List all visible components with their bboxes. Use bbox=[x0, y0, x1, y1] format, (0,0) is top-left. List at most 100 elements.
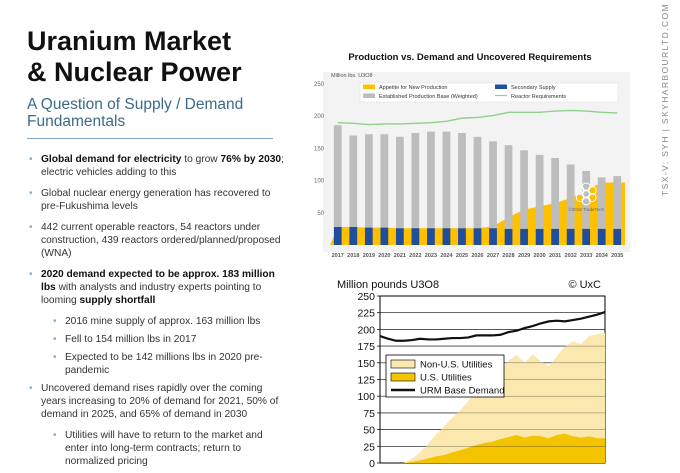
bullet-text: Global nuclear energy generation has rec… bbox=[41, 188, 271, 212]
secondary-supply-bar bbox=[504, 228, 513, 245]
side-banner: TSX-V: SYH | SKYHARBOURLTD.COM bbox=[657, 3, 671, 200]
bullet-item: Global nuclear energy generation has rec… bbox=[27, 187, 287, 213]
bullet-text: to grow bbox=[181, 154, 221, 165]
y-tick-label: 175 bbox=[357, 341, 375, 353]
sub-bullet-item: Utilities will have to return to the mar… bbox=[27, 429, 287, 468]
bullet-list: Global demand for electricity to grow 76… bbox=[27, 153, 287, 473]
title-line-2: & Nuclear Power bbox=[27, 57, 242, 87]
legend-swatch bbox=[363, 84, 375, 89]
y-tick-label: 200 bbox=[357, 324, 375, 336]
sub-bullet-item: Fell to 154 million lbs in 2017 bbox=[27, 333, 287, 346]
production-base-bar bbox=[489, 141, 497, 229]
y-tick-label: 125 bbox=[357, 375, 375, 387]
secondary-supply-bar bbox=[551, 228, 560, 245]
legend-swatch bbox=[363, 93, 375, 98]
bullet-text: 2016 mine supply of approx. 163 million … bbox=[65, 316, 261, 327]
watermark-text: ©2019 TradeTech bbox=[568, 206, 604, 212]
y-tick-label: 0 bbox=[369, 458, 375, 468]
legend-label: Non-U.S. Utilities bbox=[420, 360, 493, 371]
chart-title: Production vs. Demand and Uncovered Requ… bbox=[348, 52, 591, 63]
x-tick-label: 2022 bbox=[409, 253, 421, 259]
x-tick-label: 2017 bbox=[332, 253, 344, 259]
secondary-supply-bar bbox=[566, 228, 575, 245]
secondary-supply-bar bbox=[473, 228, 482, 245]
title-divider bbox=[27, 138, 273, 139]
y-tick-label: 250 bbox=[314, 82, 325, 88]
watermark-logo bbox=[575, 182, 597, 206]
secondary-supply-bar bbox=[520, 228, 528, 245]
page-subtitle: A Question of Supply / Demand Fundamenta… bbox=[27, 96, 244, 130]
x-tick-label: 2035 bbox=[611, 253, 623, 259]
sub-bullet-item: Expected to be 142 millions lbs in 2020 … bbox=[27, 351, 287, 377]
legend-label: Established Production Base (Weighted) bbox=[379, 94, 478, 100]
production-base-bar bbox=[613, 176, 622, 229]
legend-label: Secondary Supply bbox=[511, 85, 556, 91]
x-tick-label: 2033 bbox=[580, 253, 592, 259]
reactor-requirements-line bbox=[337, 109, 618, 126]
x-tick-label: 2031 bbox=[549, 253, 561, 259]
x-tick-label: 2028 bbox=[502, 253, 514, 259]
secondary-supply-bar bbox=[364, 227, 373, 245]
secondary-supply-bar bbox=[613, 228, 622, 245]
secondary-supply-bar bbox=[442, 228, 451, 245]
production-base-bar bbox=[551, 158, 560, 229]
secondary-supply-bar bbox=[380, 227, 389, 245]
us-utilities-area bbox=[380, 433, 605, 463]
x-tick-label: 2029 bbox=[518, 253, 530, 259]
production-base-bar bbox=[520, 150, 528, 229]
secondary-supply-bar bbox=[458, 228, 466, 245]
x-tick-label: 2020 bbox=[378, 253, 390, 259]
bullet-item: Uncovered demand rises rapidly over the … bbox=[27, 382, 287, 421]
production-base-bar bbox=[597, 177, 606, 229]
legend-swatch bbox=[495, 84, 507, 89]
secondary-supply-bar bbox=[427, 228, 435, 245]
production-base-bar bbox=[427, 131, 435, 229]
production-base-bar bbox=[504, 145, 513, 229]
y-tick-label: 75 bbox=[363, 408, 375, 420]
production-base-bar bbox=[395, 136, 404, 229]
x-tick-label: 2026 bbox=[471, 253, 483, 259]
secondary-supply-bar bbox=[395, 228, 404, 245]
bullet-emphasis: 2020 demand expected to be approx. 183 m… bbox=[41, 269, 275, 293]
title-line-1: Uranium Market bbox=[27, 26, 232, 56]
legend-label: Appetite for New Production bbox=[379, 85, 447, 91]
bullet-item: 2020 demand expected to be approx. 183 m… bbox=[27, 268, 287, 307]
side-banner-text: TSX-V: SYH | SKYHARBOURLTD.COM bbox=[660, 3, 670, 196]
x-tick-label: 2027 bbox=[487, 253, 499, 259]
secondary-supply-bar bbox=[582, 228, 591, 245]
y-tick-label: 150 bbox=[314, 146, 325, 152]
legend-label: U.S. Utilities bbox=[420, 373, 472, 384]
urm-base-demand-line bbox=[379, 310, 606, 342]
chart-title: Million pounds U3O8 bbox=[337, 279, 439, 291]
production-base-bar bbox=[411, 132, 420, 229]
chart-credit: © UxC bbox=[568, 279, 601, 291]
x-tick-label: 2032 bbox=[565, 253, 577, 259]
non-us-utilities-area bbox=[380, 332, 605, 463]
secondary-supply-bar bbox=[597, 228, 606, 245]
production-base-bar bbox=[535, 154, 544, 229]
y-tick-label: 100 bbox=[314, 179, 325, 185]
bullet-text: Expected to be 142 millions lbs in 2020 … bbox=[65, 352, 263, 376]
production-base-bar bbox=[458, 132, 466, 229]
production-base-bar bbox=[442, 131, 451, 229]
production-base-bar bbox=[349, 135, 358, 227]
x-tick-label: 2019 bbox=[363, 253, 375, 259]
bullet-text: 442 current operable reactors, 54 reacto… bbox=[41, 222, 281, 259]
x-tick-label: 2030 bbox=[533, 253, 545, 259]
y-tick-label: 200 bbox=[314, 114, 325, 120]
x-tick-label: 2034 bbox=[596, 253, 609, 259]
legend-label: URM Base Demand bbox=[420, 386, 504, 397]
production-base-bar bbox=[364, 134, 373, 228]
production-base-bar bbox=[380, 134, 389, 228]
legend-swatch bbox=[390, 359, 416, 369]
production-demand-chart: Production vs. Demand and Uncovered Requ… bbox=[314, 52, 630, 259]
bullet-text: Uncovered demand rises rapidly over the … bbox=[41, 383, 279, 420]
secondary-supply-bar bbox=[349, 226, 358, 245]
production-base-bar bbox=[333, 125, 342, 227]
production-base-bar bbox=[566, 164, 575, 229]
bullet-item: Global demand for electricity to grow 76… bbox=[27, 153, 287, 179]
y-axis-label: Million lbs. U3O8 bbox=[331, 73, 373, 79]
y-tick-label: 100 bbox=[357, 391, 375, 403]
bullet-text: ; electric vehicles adding to this bbox=[41, 154, 284, 178]
x-tick-label: 2024 bbox=[440, 253, 453, 259]
